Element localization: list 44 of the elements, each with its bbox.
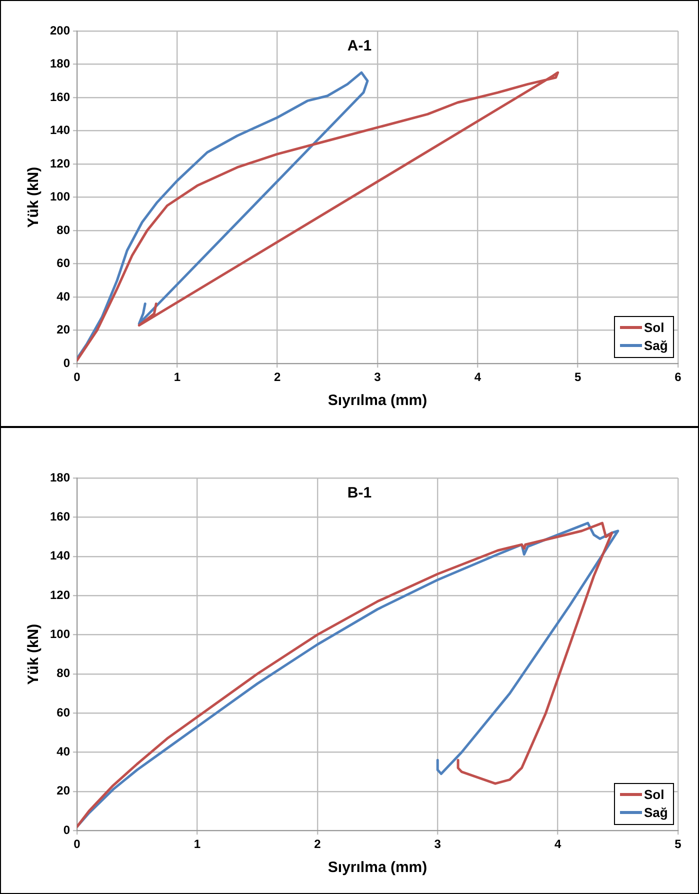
y-tick-label: 40 xyxy=(56,744,70,759)
y-tick-label: 120 xyxy=(50,156,70,170)
y-tick-label: 40 xyxy=(56,289,70,304)
y-tick-label: 100 xyxy=(50,190,70,204)
y-tick-label: 20 xyxy=(56,322,70,337)
y-tick-label: 0 xyxy=(63,356,70,370)
x-tick-label: 3 xyxy=(434,837,442,852)
y-tick-label: 140 xyxy=(50,548,70,563)
y-axis-title: Yük (kN) xyxy=(25,166,42,228)
x-axis-title: Sıyrılma (mm) xyxy=(328,859,428,876)
x-tick-label: 6 xyxy=(674,370,682,384)
y-tick-label: 140 xyxy=(50,123,70,138)
y-tick-label: 0 xyxy=(63,822,70,837)
x-tick-label: 1 xyxy=(174,370,181,384)
x-tick-label: 2 xyxy=(314,837,322,852)
legend-label: Sağ xyxy=(644,805,668,820)
y-tick-label: 160 xyxy=(50,509,70,524)
x-tick-label: 1 xyxy=(194,837,201,852)
x-tick-label: 2 xyxy=(274,370,282,384)
y-tick-label: 180 xyxy=(50,470,70,484)
y-tick-label: 160 xyxy=(50,90,70,104)
x-axis-title: Sıyrılma (mm) xyxy=(328,392,428,410)
x-tick-label: 4 xyxy=(474,370,482,384)
legend-label: Sol xyxy=(644,320,664,336)
x-tick-label: 0 xyxy=(74,370,81,384)
y-tick-label: 100 xyxy=(50,627,70,642)
y-tick-label: 120 xyxy=(50,588,70,602)
y-tick-label: 20 xyxy=(56,784,70,798)
text: A-1 xyxy=(347,38,372,55)
x-tick-label: 0 xyxy=(74,837,81,852)
legend-label: Sol xyxy=(644,787,664,802)
y-tick-label: 180 xyxy=(50,56,70,71)
y-axis-title: Yük (kN) xyxy=(25,624,42,685)
x-tick-label: 5 xyxy=(574,370,582,384)
y-tick-label: 80 xyxy=(56,666,70,680)
text: B-1 xyxy=(347,484,372,502)
x-tick-label: 5 xyxy=(674,837,682,852)
y-tick-label: 60 xyxy=(56,256,70,270)
x-tick-label: 3 xyxy=(374,370,382,384)
x-tick-label: 4 xyxy=(554,837,562,852)
y-tick-label: 200 xyxy=(50,23,70,38)
y-tick-label: 60 xyxy=(56,705,70,720)
y-tick-label: 80 xyxy=(56,222,70,237)
legend-label: Sağ xyxy=(644,338,668,354)
